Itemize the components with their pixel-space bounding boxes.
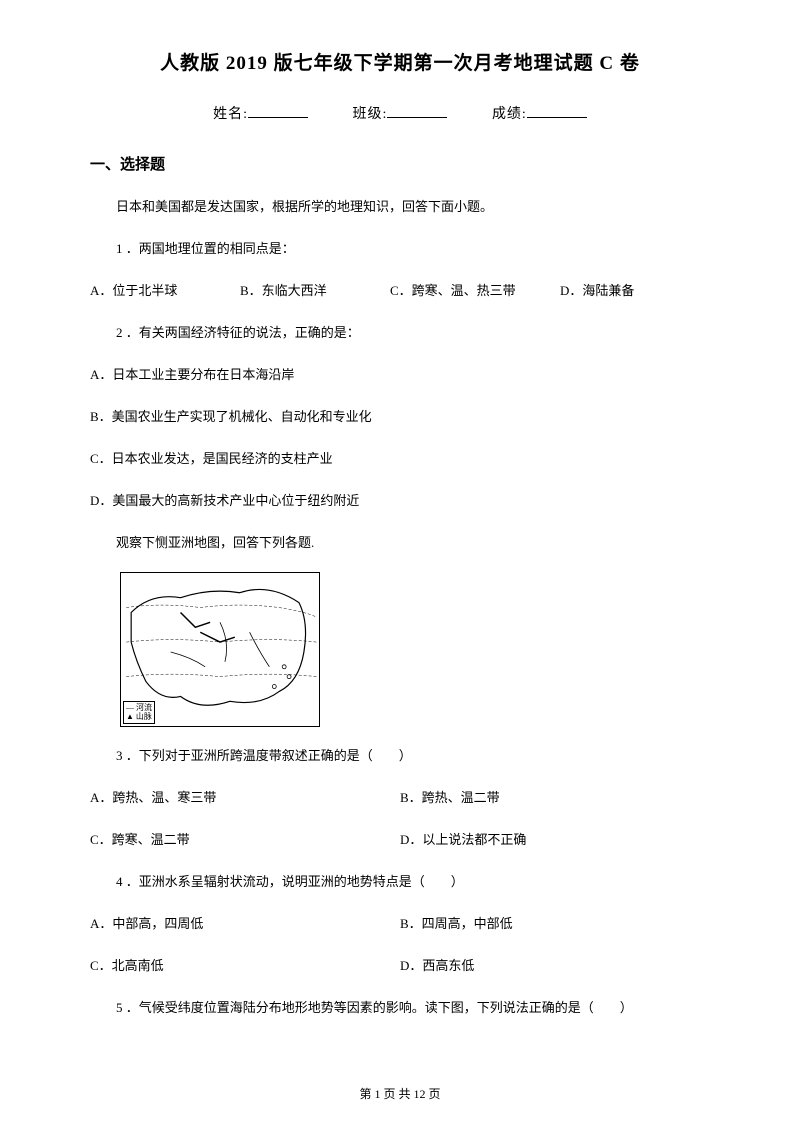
q4-opt-a[interactable]: A．中部高，四周低	[90, 911, 400, 937]
q4-opt-d[interactable]: D．西高东低	[400, 953, 710, 979]
section-title: 一、选择题	[90, 153, 710, 174]
q2-opt-a[interactable]: A．日本工业主要分布在日本海沿岸	[90, 362, 710, 388]
question-4: 4 ．亚洲水系呈辐射状流动，说明亚洲的地势特点是（ ）	[90, 869, 710, 895]
asia-map: — 河流 ▲ 山脉	[120, 572, 320, 727]
question-2: 2 ．有关两国经济特征的说法，正确的是：	[90, 320, 710, 346]
q2-opt-c[interactable]: C．日本农业发达，是国民经济的支柱产业	[90, 446, 710, 472]
name-blank[interactable]	[248, 117, 308, 118]
question-5: 5 ．气候受纬度位置海陆分布地形地势等因素的影响。读下图，下列说法正确的是（ ）	[90, 995, 710, 1021]
question-1-options: A．位于北半球 B．东临大西洋 C．跨寒、温、热三带 D．海陆兼备	[90, 278, 710, 304]
question-4-options-row1: A．中部高，四周低 B．四周高，中部低	[90, 911, 710, 937]
q2-opt-b[interactable]: B．美国农业生产实现了机械化、自动化和专业化	[90, 404, 710, 430]
q3-opt-b[interactable]: B．跨热、温二带	[400, 785, 710, 811]
q4-opt-c[interactable]: C．北高南低	[90, 953, 400, 979]
class-blank[interactable]	[387, 117, 447, 118]
q3-opt-d[interactable]: D．以上说法都不正确	[400, 827, 710, 853]
question-1: 1 ．两国地理位置的相同点是：	[90, 236, 710, 262]
legend-river: — 河流	[126, 703, 152, 713]
question-4-options-row2: C．北高南低 D．西高东低	[90, 953, 710, 979]
score-label: 成绩:	[492, 107, 527, 122]
q3-opt-c[interactable]: C．跨寒、温二带	[90, 827, 400, 853]
q2-opt-d[interactable]: D．美国最大的高新技术产业中心位于纽约附近	[90, 488, 710, 514]
question-3-options-row1: A．跨热、温、寒三带 B．跨热、温二带	[90, 785, 710, 811]
intro-text-1: 日本和美国都是发达国家，根据所学的地理知识，回答下面小题。	[90, 194, 710, 220]
question-3: 3 ．下列对于亚洲所跨温度带叙述正确的是（ ）	[90, 743, 710, 769]
score-blank[interactable]	[527, 117, 587, 118]
q1-opt-b[interactable]: B．东临大西洋	[240, 278, 390, 304]
question-3-options-row2: C．跨寒、温二带 D．以上说法都不正确	[90, 827, 710, 853]
class-label: 班级:	[353, 107, 388, 122]
page-footer: 第 1 页 共 12 页	[0, 1085, 800, 1102]
legend-mountain: ▲ 山脉	[126, 712, 152, 722]
name-label: 姓名:	[213, 107, 248, 122]
intro-text-2: 观察下恻亚洲地图，回答下列各题.	[90, 530, 710, 556]
map-legend: — 河流 ▲ 山脉	[123, 701, 155, 724]
student-info-row: 姓名: 班级: 成绩:	[90, 103, 710, 123]
q3-opt-a[interactable]: A．跨热、温、寒三带	[90, 785, 400, 811]
page-title: 人教版 2019 版七年级下学期第一次月考地理试题 C 卷	[90, 48, 710, 75]
q4-opt-b[interactable]: B．四周高，中部低	[400, 911, 710, 937]
q1-opt-a[interactable]: A．位于北半球	[90, 278, 240, 304]
q1-opt-c[interactable]: C．跨寒、温、热三带	[390, 278, 560, 304]
q1-opt-d[interactable]: D．海陆兼备	[560, 278, 634, 304]
